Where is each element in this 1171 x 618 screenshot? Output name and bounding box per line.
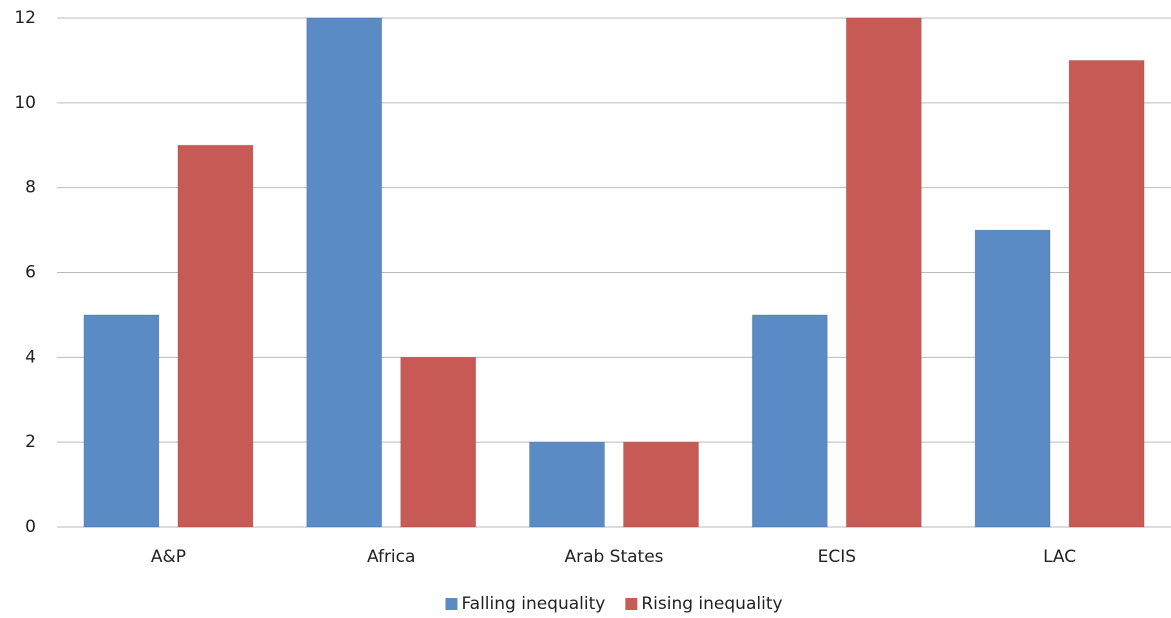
- legend-label: Rising inequality: [641, 594, 782, 614]
- x-tick-label: Arab States: [564, 547, 663, 567]
- bar: [529, 441, 605, 528]
- y-tick-label: 4: [25, 347, 36, 367]
- bar: [400, 356, 477, 528]
- legend-swatch: [445, 598, 458, 610]
- x-tick-label: Africa: [367, 547, 416, 567]
- y-tick-label: 10: [14, 93, 36, 113]
- legend-label: Falling inequality: [461, 594, 605, 614]
- bar: [306, 17, 383, 528]
- bar: [845, 17, 922, 528]
- y-tick-label: 2: [25, 432, 36, 452]
- bar: [751, 314, 828, 528]
- y-tick-label: 12: [14, 8, 36, 28]
- y-tick-label: 8: [25, 178, 36, 198]
- y-tick-label: 6: [25, 263, 36, 283]
- x-tick-label: A&P: [151, 547, 186, 567]
- x-tick-label: LAC: [1043, 547, 1076, 567]
- bar: [974, 229, 1051, 528]
- bar: [177, 144, 254, 528]
- legend-swatch: [625, 598, 638, 610]
- x-tick-label: ECIS: [818, 547, 856, 567]
- bar: [83, 314, 160, 528]
- y-tick-label: 0: [25, 517, 36, 537]
- bar: [1068, 59, 1145, 528]
- bar: [623, 441, 699, 528]
